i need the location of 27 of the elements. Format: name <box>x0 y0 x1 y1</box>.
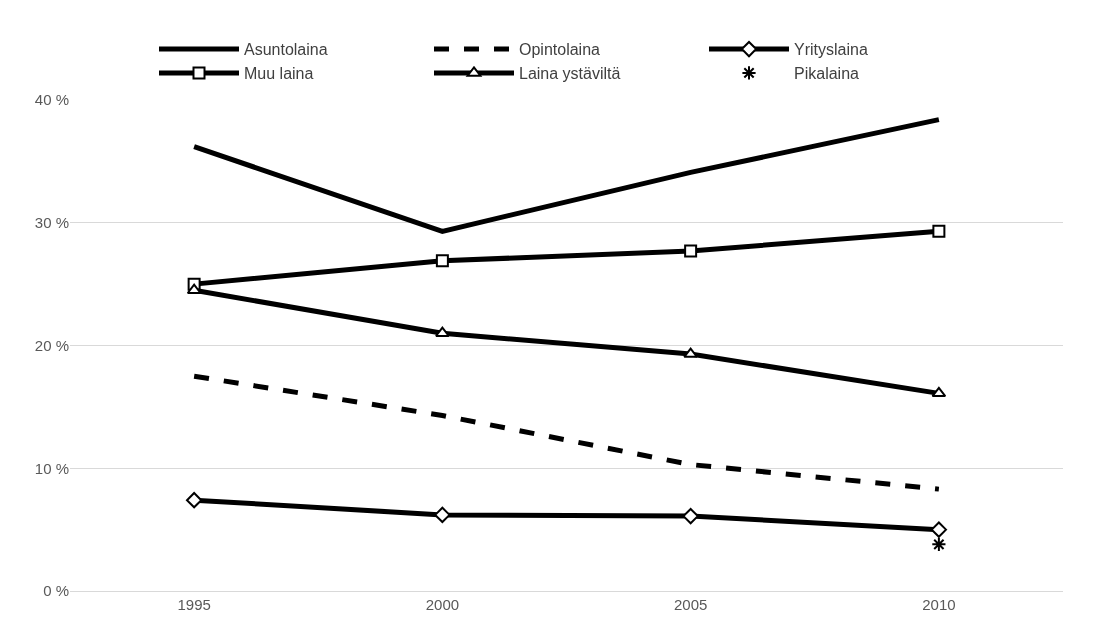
point <box>185 492 203 509</box>
legend-label: Pikalaina <box>794 65 860 83</box>
point <box>931 386 947 398</box>
y-tick-label: 10 % <box>34 459 69 477</box>
point <box>931 536 947 552</box>
x-tick-label: 2005 <box>673 596 708 613</box>
legend-label: Asuntolaina <box>244 41 328 59</box>
point <box>930 521 948 538</box>
point <box>683 347 698 358</box>
point <box>434 506 451 524</box>
y-tick-label: 0 % <box>43 582 69 600</box>
legend-label: Muu laina <box>244 65 314 83</box>
point <box>684 244 698 258</box>
y-tick-label: 20 % <box>34 336 69 354</box>
legend-label: Yrityslaina <box>794 41 868 59</box>
point <box>186 283 202 295</box>
point <box>932 224 946 238</box>
legend-label: Laina ystäviltä <box>519 65 621 83</box>
x-tick-label: 1995 <box>177 596 211 613</box>
legend-label: Opintolaina <box>519 41 601 59</box>
x-tick-label: 2000 <box>425 596 460 613</box>
y-tick-label: 40 % <box>34 91 69 109</box>
y-tick-label: 30 % <box>34 214 69 231</box>
point <box>682 507 699 525</box>
point <box>435 254 449 268</box>
x-tick-label: 2010 <box>922 596 956 613</box>
point <box>435 326 450 337</box>
